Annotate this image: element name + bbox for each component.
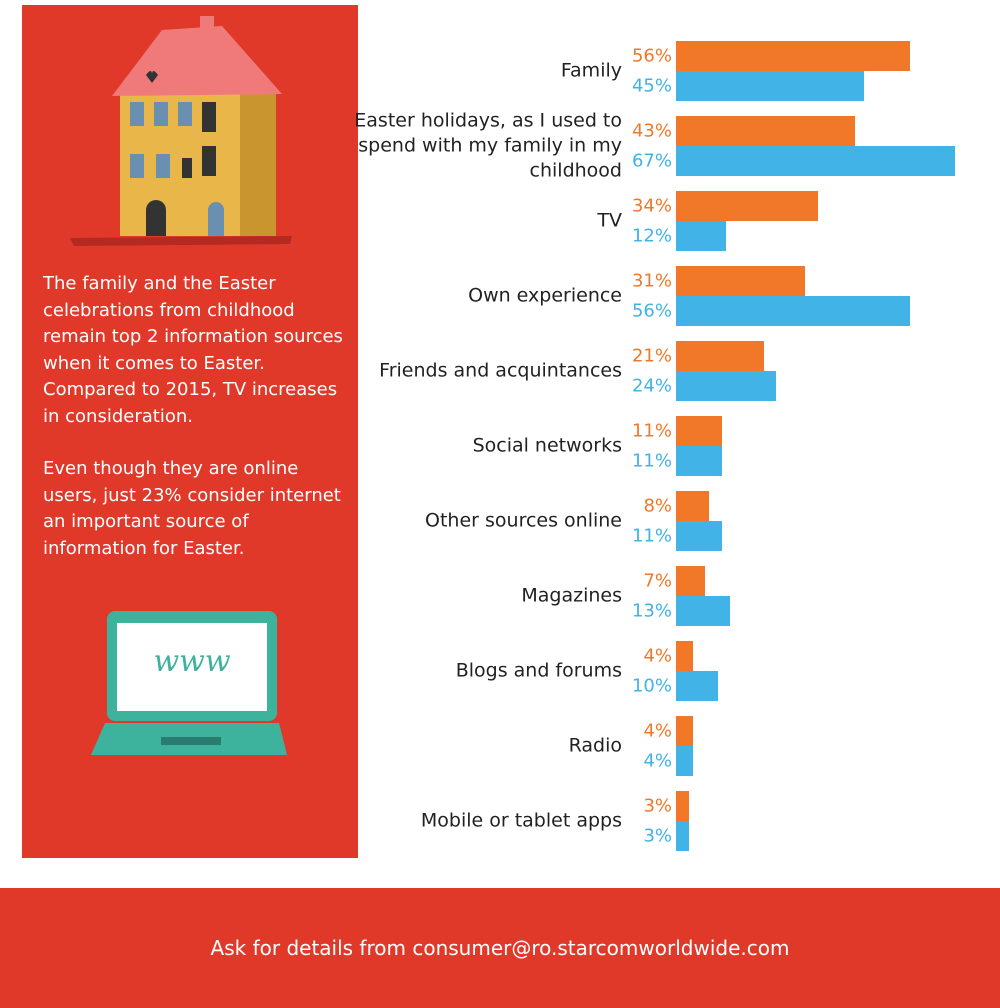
bar: [676, 416, 722, 446]
value-label: 4%: [643, 750, 672, 772]
category-label: Other sources online: [425, 509, 622, 532]
value-label: 3%: [643, 825, 672, 847]
value-label: 45%: [631, 75, 672, 97]
value-label: 24%: [631, 375, 672, 397]
value-label: 4%: [643, 720, 672, 742]
bar: [676, 566, 706, 596]
bar: [676, 596, 731, 626]
panel-paragraph: The family and the Easter celebrations f…: [43, 273, 343, 427]
side-panel: The family and the Easter celebrations f…: [22, 5, 358, 858]
value-label: 4%: [643, 645, 672, 667]
laptop-text: www: [153, 644, 230, 679]
category-label: Radio: [568, 734, 622, 757]
bar: [676, 491, 710, 521]
value-label: 43%: [631, 120, 672, 142]
bar: [676, 296, 910, 326]
bar: [676, 371, 777, 401]
bar: [676, 71, 864, 101]
value-label: 11%: [631, 525, 672, 547]
bar: [676, 446, 722, 476]
category-label: Social networks: [472, 434, 622, 457]
bar: [676, 116, 856, 146]
bar: [676, 266, 806, 296]
value-label: 56%: [631, 45, 672, 67]
bar: [676, 221, 727, 251]
category-label: Mobile or tablet apps: [420, 809, 622, 832]
footer-text: Ask for details from consumer@ro.starcom…: [210, 936, 790, 960]
category-label: TV: [597, 209, 622, 232]
value-label: 13%: [631, 600, 672, 622]
category-label: Friends and acquintances: [379, 359, 622, 382]
value-label: 21%: [631, 345, 672, 367]
value-label: 12%: [631, 225, 672, 247]
value-label: 7%: [643, 570, 672, 592]
bar: [676, 41, 910, 71]
value-label: 56%: [631, 300, 672, 322]
bar: [676, 671, 718, 701]
category-label: Magazines: [521, 584, 622, 607]
value-label: 10%: [631, 675, 672, 697]
bar: [676, 146, 956, 176]
house-illustration: [70, 16, 292, 246]
value-label: 11%: [631, 420, 672, 442]
footer: Ask for details from consumer@ro.starcom…: [0, 888, 1000, 1008]
category-label: Easter holidays, as I used to spend with…: [354, 109, 622, 182]
bar: [676, 521, 722, 551]
bar: [676, 716, 693, 746]
value-label: 11%: [631, 450, 672, 472]
bar: [676, 746, 693, 776]
bar: [676, 821, 689, 851]
value-label: 67%: [631, 150, 672, 172]
value-label: 8%: [643, 495, 672, 517]
category-label: Family: [560, 59, 622, 82]
bar: [676, 791, 689, 821]
value-label: 3%: [643, 795, 672, 817]
category-label: Blogs and forums: [455, 659, 622, 682]
value-label: 31%: [631, 270, 672, 292]
panel-paragraph: Even though they are online users, just …: [43, 458, 341, 559]
category-label: Own experience: [468, 284, 622, 307]
laptop-illustration: www: [91, 611, 287, 755]
bar: [676, 641, 693, 671]
value-label: 34%: [631, 195, 672, 217]
bar: [676, 341, 764, 371]
bar: [676, 191, 818, 221]
